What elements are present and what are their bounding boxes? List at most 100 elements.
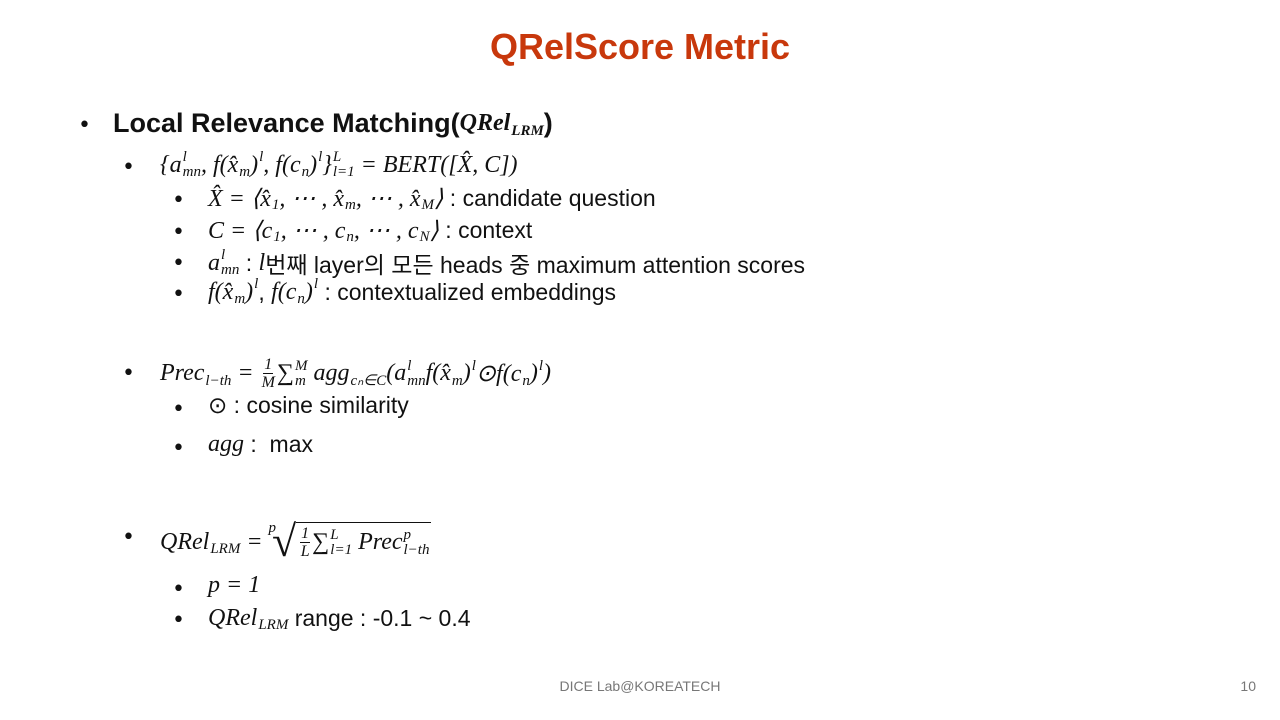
superscript: l xyxy=(259,149,264,165)
script: m xyxy=(234,277,245,307)
superscript: l xyxy=(221,247,226,263)
math-base: Prec xyxy=(352,529,403,555)
math-base: C = ⟨c xyxy=(208,217,273,244)
script: M xyxy=(422,183,435,213)
superscript: l xyxy=(182,149,187,165)
bullet-line: QRel LRM range : -0.1 ~ 0.4 xyxy=(208,603,471,633)
bullet-line: X̂ = ⟨x̂ 1, ⋯ , x̂ m, ⋯ , x̂ M ⟩ : candidate… xyxy=(208,183,656,213)
bullet: • xyxy=(78,113,91,138)
subscript: N xyxy=(419,229,430,245)
subscript: n xyxy=(301,164,310,180)
spacer xyxy=(351,359,387,374)
bullet-line: a l mn : l 번째 layer의 모든 heads 중 maximum att… xyxy=(208,246,805,280)
math-base: f(x̂ xyxy=(425,360,451,386)
text: ) xyxy=(543,108,553,138)
spacer xyxy=(239,150,250,165)
denominator: M xyxy=(261,374,275,391)
subscript: mn xyxy=(407,372,426,389)
text: 번째 layer의 모든 heads 중 maximum attention s… xyxy=(265,252,806,278)
script: cₙ∈C xyxy=(351,359,387,389)
math-base: , ⋯ , c xyxy=(280,217,346,244)
root-index: p xyxy=(268,520,277,536)
math: , f(x̂ m xyxy=(201,150,250,180)
bullet: • xyxy=(172,397,185,422)
bullet: • xyxy=(172,188,185,213)
spacer xyxy=(272,183,280,198)
bullet: • xyxy=(172,608,185,633)
bullet: • xyxy=(122,525,135,550)
bullet: • xyxy=(172,251,185,276)
math: ⟩ xyxy=(430,216,439,245)
math-base: , ⋯ , x̂ xyxy=(279,185,345,212)
math: (a l mn xyxy=(386,357,426,389)
math-base: = xyxy=(240,528,269,555)
math: l xyxy=(259,250,266,277)
page-number: 10 xyxy=(1240,678,1256,694)
bullet-line: f(x̂ m) l, f(c n) l : contextualized embeddi… xyxy=(208,277,616,307)
script: l xyxy=(318,150,322,180)
math-base: , ⋯ , x̂ xyxy=(355,185,421,212)
text: : max xyxy=(244,431,314,457)
text: : context xyxy=(438,216,533,243)
script: l−th xyxy=(205,359,231,389)
text: Local Relevance Matching( xyxy=(113,108,460,138)
superscript: p xyxy=(403,526,412,543)
script: n xyxy=(302,150,310,180)
math-base: ) xyxy=(245,278,254,305)
math: ) l xyxy=(305,277,318,307)
script: l xyxy=(471,357,476,389)
denominator: L xyxy=(300,543,310,560)
bullet-line: agg : max xyxy=(208,431,313,458)
math: C = ⟨c 1 xyxy=(208,215,281,245)
math-base: X̂ = ⟨x̂ xyxy=(208,185,271,212)
spacer xyxy=(297,277,305,292)
subscript: 1 xyxy=(271,197,280,213)
math: = BERT([X̂, C]) xyxy=(355,152,518,179)
superscript: l xyxy=(318,149,323,165)
math-base: ) xyxy=(304,278,313,305)
superscript: l xyxy=(471,357,476,374)
subscript: LRM xyxy=(210,541,241,557)
subscript: LRM xyxy=(258,617,289,633)
math: QRel LRM xyxy=(460,109,544,139)
math-base: {a xyxy=(160,151,182,178)
subscript: n xyxy=(297,291,305,307)
script: p l−th xyxy=(403,526,430,558)
math-base: (a xyxy=(386,360,407,386)
subscript: m xyxy=(295,372,306,389)
spacer xyxy=(511,109,544,124)
numerator: 1 xyxy=(300,525,311,543)
spacer xyxy=(420,215,430,230)
spacer xyxy=(210,527,240,542)
spacer xyxy=(302,150,310,165)
math: = xyxy=(231,360,259,387)
math-base: ∑ xyxy=(312,529,330,555)
script: 1 xyxy=(272,183,280,213)
math: = xyxy=(240,529,268,556)
math: QRel LRM xyxy=(160,527,240,557)
superscript: l xyxy=(407,357,412,374)
subscript: l=1 xyxy=(330,541,353,558)
subscript: M xyxy=(421,197,435,213)
math-base: , ⋯ , c xyxy=(353,217,419,244)
subscript: n xyxy=(522,372,530,389)
subscript: mn xyxy=(182,164,201,180)
math-base: ∑ xyxy=(276,360,295,386)
subscript: LRM xyxy=(511,122,544,139)
math-base: QRel xyxy=(459,110,511,136)
bullet-line: p = 1 xyxy=(208,572,260,599)
subscript: m xyxy=(345,197,356,213)
script: m xyxy=(345,183,356,213)
spacer xyxy=(258,603,288,618)
math-base: ) xyxy=(462,360,471,386)
math-base: = BERT([X̂, C]) xyxy=(354,151,518,178)
subscript: m xyxy=(239,164,251,180)
